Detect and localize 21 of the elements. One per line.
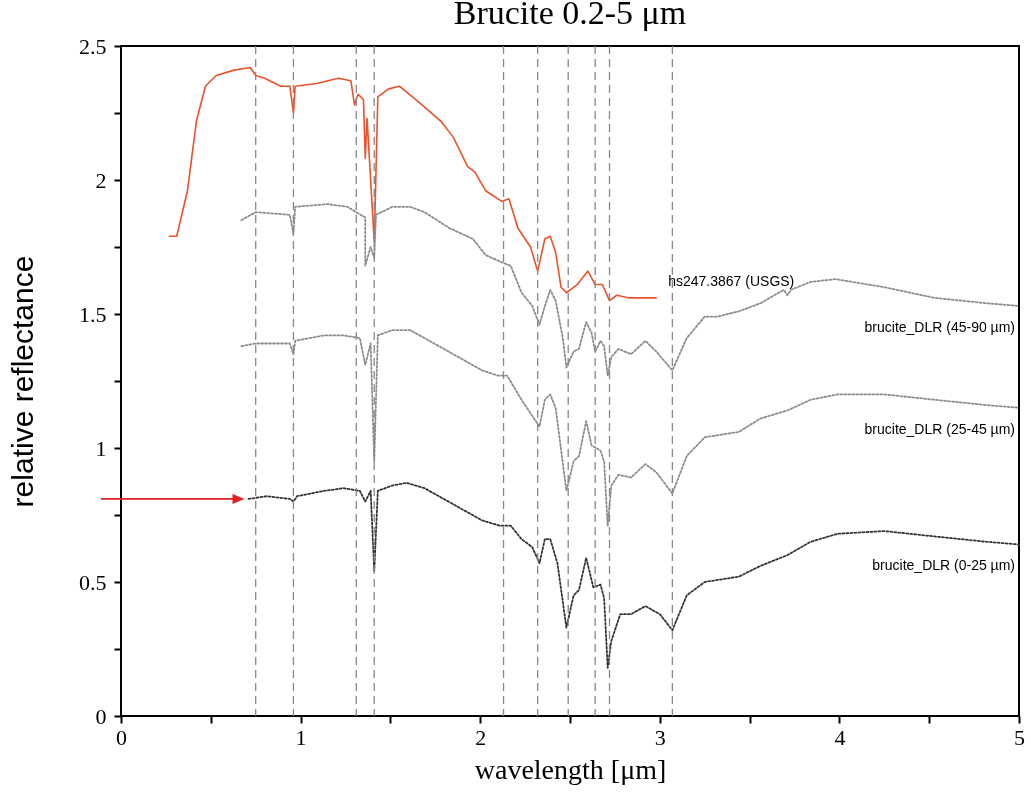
x-tick-label: 3 bbox=[654, 724, 666, 750]
y-tick-label: 2.5 bbox=[79, 33, 107, 59]
series-label: brucite_DLR (25-45 µm) bbox=[864, 420, 1015, 437]
line-series bbox=[247, 481, 1020, 669]
series-label: brucite_DLR (0-25 µm) bbox=[872, 557, 1015, 574]
x-axis-title: wavelength [μm] bbox=[474, 753, 667, 785]
x-tick-label: 1 bbox=[295, 724, 307, 750]
x-tick-label: 5 bbox=[1014, 724, 1025, 750]
x-tick-label: 0 bbox=[116, 724, 127, 750]
series-label: brucite_DLR (45-90 µm) bbox=[864, 318, 1015, 335]
y-tick-label: 0 bbox=[95, 703, 107, 729]
series-label: hs247.3867 (USGS) bbox=[668, 272, 795, 289]
y-tick-label: 1.5 bbox=[79, 301, 107, 327]
y-tick-label: 2 bbox=[95, 167, 107, 193]
y-axis-title: relative reflectance bbox=[6, 255, 39, 508]
line-series bbox=[168, 66, 658, 302]
chart-title: Brucite 0.2-5 μm bbox=[453, 0, 687, 31]
y-tick-label: 1 bbox=[95, 435, 107, 461]
y-tick-label: 0.5 bbox=[79, 569, 107, 595]
x-tick-label: 2 bbox=[475, 724, 487, 750]
x-tick-label: 4 bbox=[834, 724, 846, 750]
